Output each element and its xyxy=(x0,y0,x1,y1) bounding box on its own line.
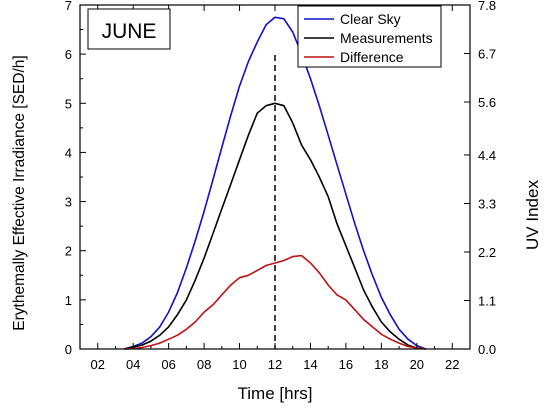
y-right-tick-label: 0.0 xyxy=(478,342,496,357)
x-tick-label: 02 xyxy=(90,357,104,372)
series-layer xyxy=(124,16,426,350)
panel-label: JUNE xyxy=(102,20,157,43)
legend-label: Measurements xyxy=(340,30,433,46)
legend-label: Difference xyxy=(340,49,404,65)
x-tick-label: 08 xyxy=(197,357,211,372)
y-right-tick-label: 7.8 xyxy=(478,0,496,13)
panel-label-box: JUNE xyxy=(87,8,171,50)
x-tick-label: 12 xyxy=(268,357,282,372)
legend: Clear Sky Measurements Difference xyxy=(297,5,442,68)
y-axis-label-left: Erythemally Effective Irradiance [SED/h] xyxy=(11,55,28,330)
series-line-difference xyxy=(124,254,426,350)
y-left-tick-label: 4 xyxy=(65,145,72,160)
axis-layer: 02 04 06 08 10 12 14 16 18 20 22012345670.01.12.23… xyxy=(65,0,496,372)
y-right-tick-label: 2.2 xyxy=(478,245,496,260)
y-right-tick-label: 5.6 xyxy=(478,95,496,110)
y-left-tick-label: 2 xyxy=(65,244,72,259)
y-axis-label-right: UV Index xyxy=(523,180,542,250)
y-right-tick-label: 4.4 xyxy=(478,148,496,163)
y-right-tick-label: 3.3 xyxy=(478,196,496,211)
y-left-tick-label: 0 xyxy=(65,342,72,357)
x-tick-label: 10 xyxy=(232,357,246,372)
x-tick-label: 22 xyxy=(445,357,459,372)
y-left-tick-label: 1 xyxy=(65,293,72,308)
x-tick-label: 14 xyxy=(303,357,317,372)
y-left-tick-label: 5 xyxy=(65,96,72,111)
y-right-tick-label: 6.7 xyxy=(478,47,496,62)
x-axis-label: Time [hrs] xyxy=(238,384,313,403)
series-line-measurements xyxy=(124,102,426,350)
y-right-tick-label: 1.1 xyxy=(478,293,496,308)
x-tick-label: 06 xyxy=(161,357,175,372)
y-left-tick-label: 6 xyxy=(65,47,72,62)
x-tick-label: 04 xyxy=(126,357,140,372)
x-tick-label: 20 xyxy=(410,357,424,372)
legend-label: Clear Sky xyxy=(340,11,401,27)
x-tick-label: 18 xyxy=(374,357,388,372)
y-left-tick-label: 3 xyxy=(65,195,72,210)
series-line-clear-sky xyxy=(124,16,426,350)
x-tick-label: 16 xyxy=(339,357,353,372)
y-left-tick-label: 7 xyxy=(65,0,72,13)
